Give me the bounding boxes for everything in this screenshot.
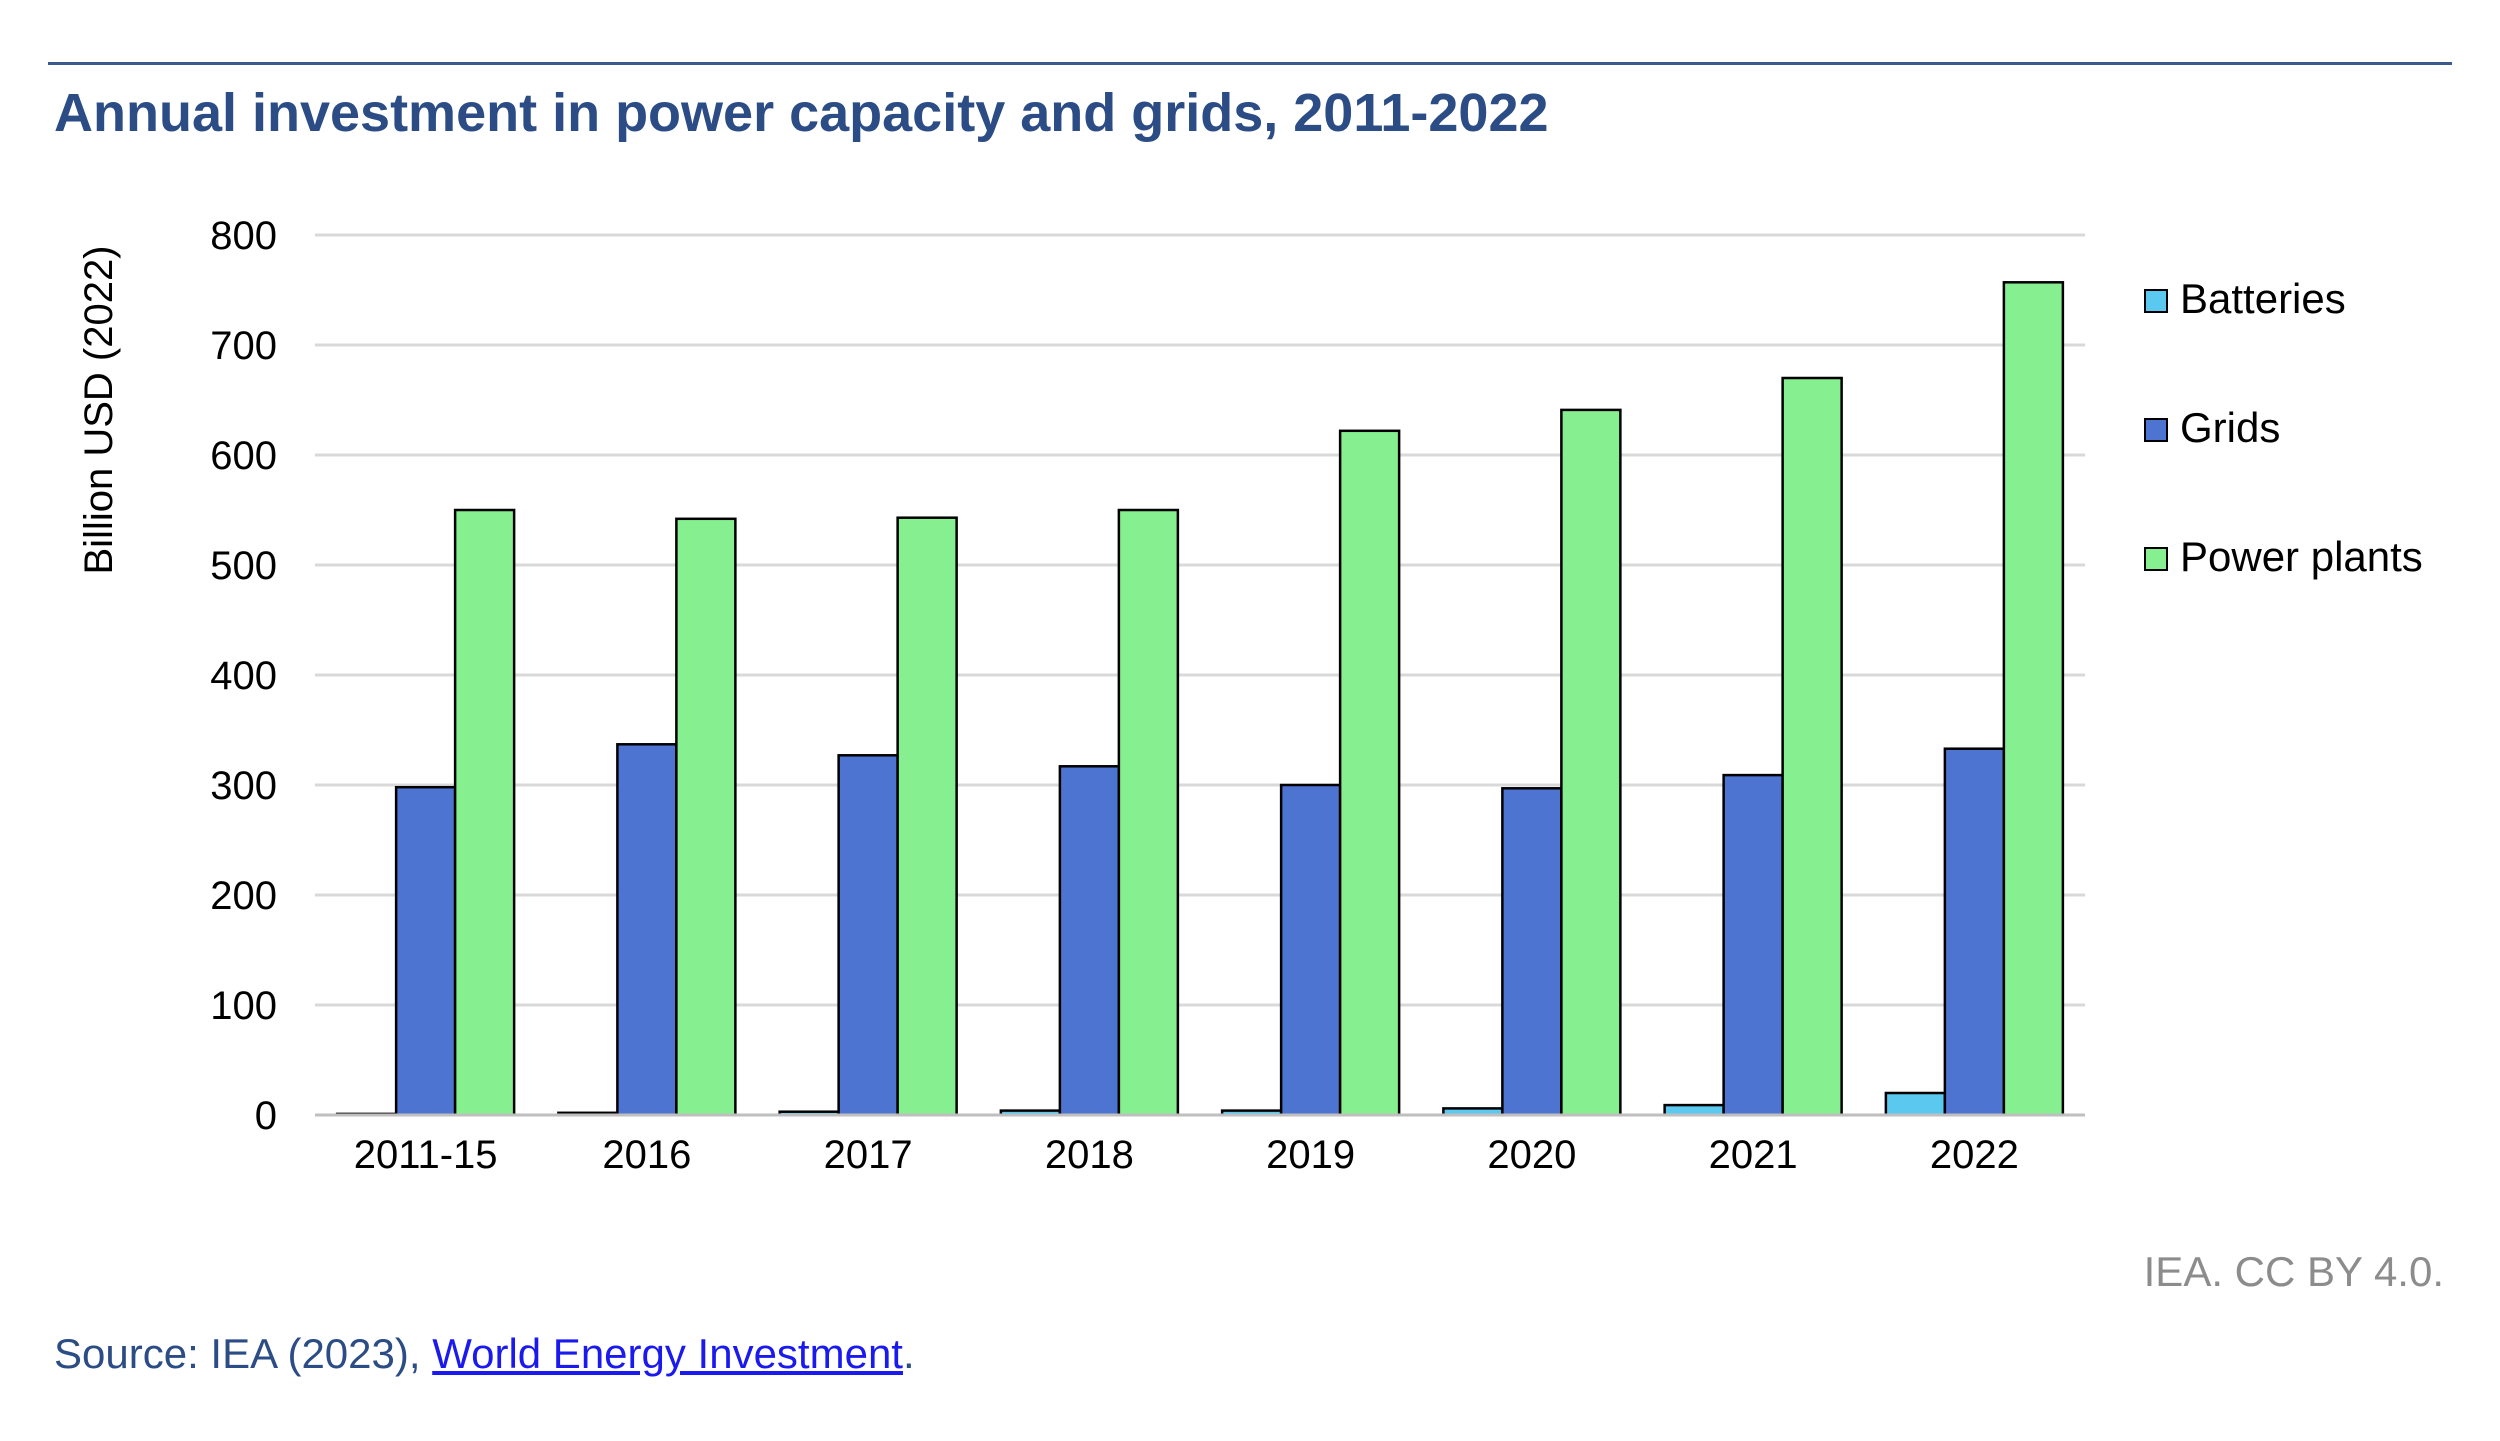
bar-grids: [394, 785, 457, 1117]
y-tick-label: 200: [210, 874, 277, 918]
bar-grids: [616, 743, 678, 1117]
legend-label: Batteries: [2180, 275, 2346, 322]
x-tick-label: 2016: [602, 1133, 691, 1177]
credit-text: IEA. CC BY 4.0.: [2143, 1248, 2444, 1295]
y-tick-label: 100: [210, 984, 277, 1028]
y-tick-labels: 0 100 200 300 400 500 600 700 800: [210, 214, 277, 1138]
bar-power-plants: [1781, 376, 1843, 1117]
bar-power-plants: [1117, 508, 1180, 1117]
x-tick-label: 2019: [1266, 1133, 1355, 1177]
bar-grids: [1279, 783, 1342, 1117]
bar-grids: [837, 754, 899, 1117]
bar-power-plants: [1338, 429, 1401, 1117]
legend-swatch: [2144, 418, 2168, 442]
x-tick-label: 2011-15: [354, 1133, 498, 1177]
x-tick-label: 2022: [1930, 1133, 2019, 1177]
x-tick-labels: 2011-15 2016 2017 2018 2019 2020 2021 2022: [354, 1133, 2019, 1177]
source-line: Source: IEA (2023), World Energy Investm…: [54, 1330, 915, 1378]
legend-label: Grids: [2180, 404, 2280, 451]
y-axis-label: Billion USD (2022): [77, 245, 121, 574]
source-suffix: .: [902, 1330, 915, 1377]
source-prefix: Source: IEA (2023),: [54, 1330, 433, 1377]
y-tick-label: 800: [210, 214, 277, 258]
x-tick-label: 2021: [1709, 1133, 1798, 1177]
bar-grids: [1722, 773, 1784, 1117]
bar-power-plants: [453, 508, 516, 1117]
legend-label: Power plants: [2180, 533, 2423, 580]
legend-swatch: [2144, 547, 2168, 571]
bar-batteries: [1884, 1091, 1947, 1117]
legend: Batteries Grids Power plants: [2144, 275, 2423, 580]
chart-title: Annual investment in power capacity and …: [54, 83, 1549, 143]
bars: [335, 281, 2065, 1117]
bar-grids: [1058, 765, 1121, 1117]
y-tick-label: 0: [255, 1094, 277, 1138]
y-tick-label: 700: [210, 324, 277, 368]
x-tick-label: 2018: [1045, 1133, 1134, 1177]
y-tick-label: 600: [210, 434, 277, 478]
bar-power-plants: [896, 516, 958, 1117]
bar-grids: [1943, 747, 2006, 1117]
top-rule: [48, 62, 2452, 65]
y-tick-label: 500: [210, 544, 277, 588]
y-tick-label: 300: [210, 764, 277, 808]
source-link[interactable]: World Energy Investment: [432, 1330, 903, 1377]
bar-power-plants: [675, 517, 737, 1117]
x-tick-label: 2017: [824, 1133, 913, 1177]
bar-grids: [1501, 787, 1563, 1117]
y-tick-label: 400: [210, 654, 277, 698]
x-tick-label: 2020: [1487, 1133, 1576, 1177]
bar-power-plants: [2002, 281, 2065, 1117]
bar-power-plants: [1560, 408, 1622, 1117]
legend-swatch: [2144, 289, 2168, 313]
